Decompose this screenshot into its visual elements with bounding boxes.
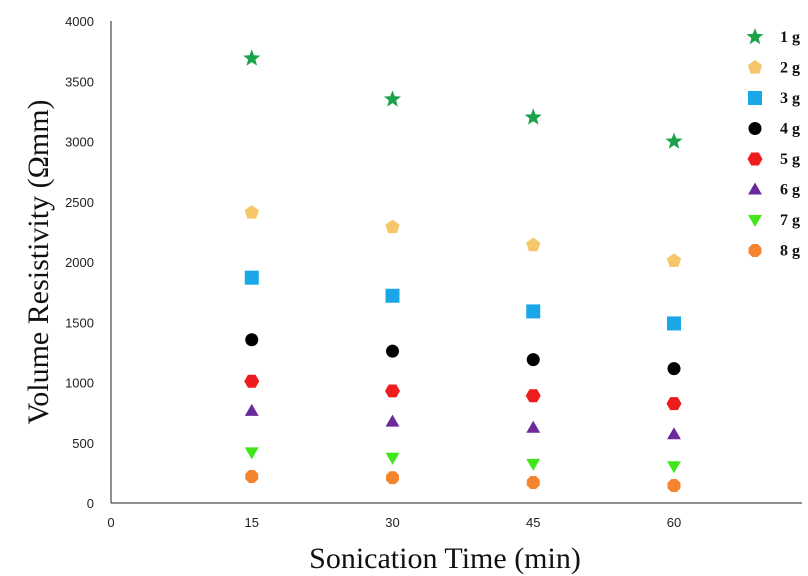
- legend-marker: [748, 244, 762, 257]
- data-point: [667, 427, 681, 440]
- data-point: [524, 108, 542, 125]
- data-point: [666, 253, 682, 267]
- data-point: [526, 420, 541, 433]
- legend-label: 8 g: [780, 243, 800, 260]
- legend-item: 2 g: [747, 60, 800, 77]
- x-tick-label: 0: [107, 515, 114, 530]
- data-point: [667, 479, 681, 492]
- series-4: [245, 333, 681, 376]
- legend-item: 4 g: [748, 121, 800, 138]
- data-point: [665, 132, 683, 149]
- data-points: [243, 49, 683, 492]
- data-point: [526, 237, 541, 252]
- legend-item: 7 g: [748, 212, 800, 229]
- series-1: [243, 49, 683, 149]
- legend: 1 g 2 g 3 g 4 g 5 g 6 g 7 g 8 g: [746, 28, 800, 260]
- y-tick-label: 3500: [65, 74, 94, 89]
- x-tick-labels: 0 15 30 45 60: [107, 515, 681, 530]
- legend-item: 5 g: [747, 151, 800, 168]
- legend-label: 3 g: [780, 90, 800, 107]
- data-point: [526, 304, 541, 319]
- data-point: [385, 288, 400, 303]
- y-tick-label: 2500: [65, 195, 94, 210]
- data-point: [526, 458, 541, 471]
- series-8: [245, 470, 681, 492]
- y-tick-labels: 0 500 1000 1500 2000 2500 3000 3500 4000: [65, 14, 94, 511]
- y-tick-label: 1500: [65, 315, 94, 330]
- legend-marker: [746, 28, 764, 45]
- y-tick-label: 4000: [65, 14, 94, 29]
- legend-marker: [748, 91, 762, 105]
- legend-marker: [747, 60, 763, 74]
- legend-label: 5 g: [780, 151, 800, 168]
- data-point: [667, 316, 681, 331]
- y-tick-label: 3000: [65, 135, 94, 150]
- data-point: [244, 205, 259, 219]
- data-point: [243, 49, 261, 66]
- y-tick-label: 500: [72, 436, 94, 451]
- x-tick-label: 45: [526, 515, 540, 530]
- data-point: [385, 414, 400, 427]
- legend-label: 1 g: [780, 29, 800, 46]
- data-point: [386, 471, 399, 485]
- legend-item: 3 g: [748, 90, 800, 107]
- legend-item: 6 g: [748, 182, 800, 199]
- y-tick-label: 1000: [65, 376, 94, 391]
- data-point: [667, 362, 681, 376]
- data-point: [383, 90, 402, 107]
- data-point: [244, 270, 259, 285]
- series-2: [244, 205, 682, 267]
- data-point: [244, 447, 259, 460]
- legend-label: 7 g: [780, 212, 800, 229]
- legend-marker: [748, 182, 762, 195]
- series-3: [244, 270, 681, 331]
- legend-label: 4 g: [780, 121, 800, 138]
- x-tick-label: 15: [245, 515, 259, 530]
- y-tick-label: 2000: [65, 255, 94, 270]
- series-6: [244, 403, 681, 440]
- legend-marker: [748, 122, 762, 135]
- data-point: [667, 461, 681, 474]
- y-tick-label: 0: [87, 496, 94, 511]
- data-point: [526, 353, 540, 367]
- data-point: [666, 397, 682, 411]
- legend-marker: [748, 215, 762, 227]
- data-point: [525, 389, 541, 403]
- axes: [110, 21, 802, 504]
- legend-item: 8 g: [748, 243, 800, 260]
- data-point: [245, 333, 259, 347]
- data-point: [245, 470, 259, 483]
- x-axis-title: Sonication Time (min): [309, 542, 581, 575]
- series-7: [244, 447, 681, 474]
- data-point: [385, 452, 400, 465]
- data-point: [385, 384, 400, 398]
- legend-label: 2 g: [780, 60, 800, 77]
- legend-marker: [747, 152, 763, 166]
- y-axis-title: Volume Resistivity (Ωmm): [22, 99, 55, 424]
- x-tick-label: 30: [385, 515, 399, 530]
- series-5: [244, 374, 682, 411]
- data-point: [386, 344, 399, 358]
- data-point: [244, 374, 260, 388]
- x-tick-label: 60: [667, 515, 681, 530]
- legend-item: 1 g: [746, 28, 800, 46]
- data-point: [526, 476, 540, 489]
- legend-label: 6 g: [780, 182, 800, 199]
- data-point: [385, 219, 400, 234]
- data-point: [244, 403, 259, 416]
